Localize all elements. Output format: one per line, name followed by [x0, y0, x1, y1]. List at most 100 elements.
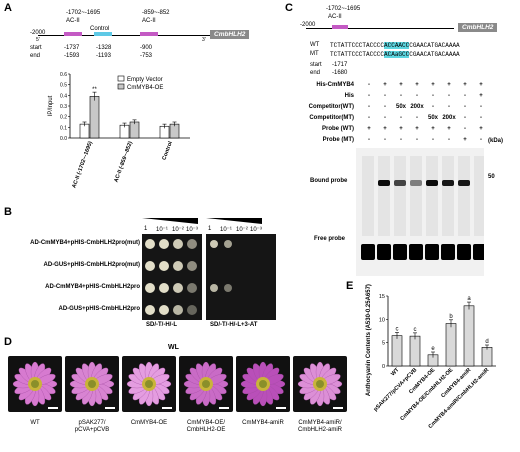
chart-a-bar	[89, 96, 100, 139]
scale-bar	[105, 407, 115, 409]
emsa-cell: -	[448, 93, 450, 99]
scale-bar	[219, 407, 229, 409]
site1-label: AC-II	[66, 18, 80, 24]
dilution-3: 10⁻²	[172, 227, 184, 233]
emsa-cell: 200x	[442, 115, 456, 121]
emsa-cell: +	[447, 126, 451, 132]
emsa-cell: +	[479, 82, 483, 88]
yeast-spot	[159, 305, 169, 315]
c-start-val: -1717	[332, 62, 348, 68]
dilution-2b: 10⁻¹	[220, 227, 232, 233]
chart-a-ytick-label: 0.1	[60, 125, 67, 131]
emsa-cell: +	[383, 126, 387, 132]
flower-photo	[236, 356, 290, 412]
chart-e-letter: a	[467, 296, 471, 302]
dilution-2: 10⁻¹	[156, 227, 168, 233]
panel-a-schematic: -1702~-1695 -859~-852 -2000 AC-II Contro…	[30, 10, 250, 66]
yeast-spot	[145, 305, 155, 315]
chart-e-ytick-label: 5	[382, 341, 385, 347]
chart-e-bar	[445, 323, 457, 367]
emsa-row-label: Competitor(MT)	[309, 115, 354, 121]
end-val-3: -753	[140, 53, 153, 59]
bound-band	[426, 180, 438, 186]
site1-amplicon	[64, 32, 82, 36]
wt-label: WT	[310, 42, 320, 48]
flower-captions: WT pSAK277/ pCVA+pCVB CmMYB4-OE CmMYB4-OE/ …	[8, 420, 346, 446]
significance-marker: **	[92, 87, 97, 93]
free-band	[361, 244, 375, 260]
flower-row	[8, 356, 347, 418]
end-val-2: -1193	[96, 53, 111, 59]
c-site-coord: -1702~-1695	[326, 6, 361, 12]
chart-e-ytick-label: 15	[379, 294, 385, 300]
scale-bar	[333, 407, 343, 409]
panel-label-a: A	[4, 2, 12, 14]
yeast-spot	[187, 261, 197, 271]
y1h-row-4-label: AD-GUS+pHIS-CmbHLH2pro	[58, 306, 140, 312]
control-amplicon	[94, 32, 112, 36]
gel-lane	[378, 156, 390, 236]
panel-label-d: D	[4, 336, 12, 348]
yeast-spot	[173, 305, 183, 315]
mt-sequence: TCTATTCCCTACCCCACAaGCCCGAACATGACAAAA	[330, 51, 460, 58]
mt-label: MT	[310, 51, 319, 57]
emsa-lane-table: His-CmMYB4 - + + + + + + + His - - - - - - - + Competitor(…	[292, 82, 518, 152]
chart-e-letter: e	[431, 346, 435, 352]
gel-lane	[442, 156, 454, 236]
scale-bar	[162, 407, 172, 409]
gel-lane	[474, 156, 484, 236]
chart-a-ytick-label: 0.3	[60, 104, 67, 110]
chart-e-ytick-label: 10	[379, 317, 385, 323]
scale-bar	[276, 407, 286, 409]
chart-a-legend-swatch	[117, 75, 125, 82]
scale-bar	[48, 407, 58, 409]
panel-d: WL WT pSAK277/ pCVA+pCVB CmMYB4-OE CmMYB4-O…	[0, 342, 347, 450]
flower-caption: CmMYB4-amiR/ CmbHLH2-amiR	[297, 420, 342, 433]
emsa-cell: -	[432, 137, 434, 143]
emsa-cell: +	[479, 93, 483, 99]
chart-e-bar	[463, 305, 475, 367]
flower-photo	[293, 356, 347, 412]
yeast-spot	[187, 239, 197, 249]
flower-photo	[65, 356, 119, 412]
emsa-cell: +	[399, 82, 403, 88]
plate-sd-thl-3at	[206, 234, 276, 320]
start-val-3: -900	[140, 45, 153, 51]
emsa-cell: -	[368, 104, 370, 110]
emsa-cell: +	[447, 82, 451, 88]
c-end-val: -1680	[332, 70, 348, 76]
flower-image	[240, 361, 286, 407]
start-val-2: -1328	[96, 45, 112, 51]
emsa-cell: -	[432, 104, 434, 110]
panel-label-b: B	[4, 206, 12, 218]
start-label: start	[30, 45, 42, 51]
bound-band	[410, 180, 422, 186]
site2-label: AC-II	[142, 18, 156, 24]
emsa-cell: -	[480, 104, 482, 110]
bound-band	[394, 180, 406, 186]
c-end-label: end	[310, 70, 321, 76]
free-band	[425, 244, 439, 260]
emsa-cell: 50x	[395, 104, 406, 110]
emsa-cell: +	[367, 126, 371, 132]
chart-e-ylabel: Anthocyanin Contents (A530-0.25A657)g⁻¹F…	[365, 284, 372, 396]
emsa-cell: +	[463, 82, 467, 88]
emsa-cell: -	[464, 93, 466, 99]
dilution-4: 10⁻³	[186, 227, 198, 233]
emsa-cell: 50x	[427, 115, 438, 121]
chart-e-bar	[391, 335, 403, 367]
flower-disc	[88, 380, 96, 388]
c-promoter-line	[306, 28, 454, 29]
panel-label-e: E	[346, 280, 354, 292]
chart-e-ytick-label: 0	[382, 364, 385, 370]
emsa-cell: +	[431, 126, 435, 132]
chart-a-ytick-label: 0.0	[60, 136, 67, 142]
emsa-row-label: His-CmMYB4	[316, 82, 354, 88]
emsa-cell: -	[480, 137, 482, 143]
flower-disc	[202, 380, 210, 388]
free-band	[473, 244, 484, 260]
flower-caption: WT	[30, 420, 40, 426]
chart-a-ylabel: IP/Input	[48, 95, 54, 116]
end-label: end	[30, 53, 41, 59]
c-probe-site	[332, 25, 348, 29]
